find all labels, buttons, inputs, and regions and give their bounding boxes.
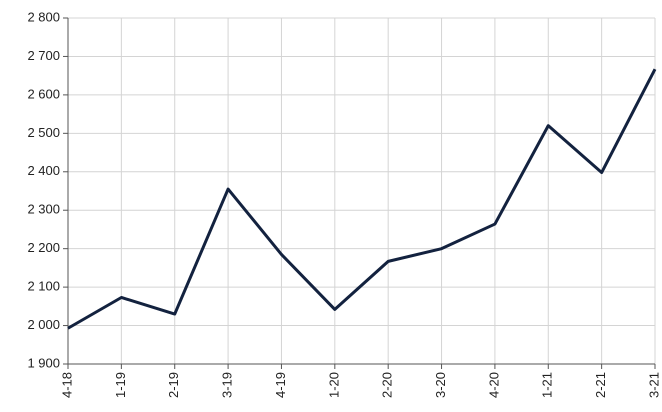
x-tick-label: 2-21 <box>593 372 608 398</box>
x-tick-label: 2-20 <box>380 372 395 398</box>
x-tick-label: 1-20 <box>326 372 341 398</box>
y-tick-label: 2 300 <box>27 202 60 217</box>
x-tick-label: 3-21 <box>646 372 661 398</box>
y-tick-label: 2 200 <box>27 240 60 255</box>
x-tick-label: 1-21 <box>540 372 555 398</box>
x-tick-label: 4-19 <box>273 372 288 398</box>
x-tick-label: 4-18 <box>59 372 74 398</box>
y-tick-label: 2 000 <box>27 317 60 332</box>
x-tick-label: 3-20 <box>433 372 448 398</box>
y-tick-label: 2 400 <box>27 163 60 178</box>
y-tick-label: 2 100 <box>27 279 60 294</box>
y-tick-label: 1 900 <box>27 355 60 370</box>
y-tick-label: 2 500 <box>27 125 60 140</box>
y-tick-label: 2 600 <box>27 86 60 101</box>
y-tick-label: 2 800 <box>27 9 60 24</box>
x-tick-label: 2-19 <box>166 372 181 398</box>
x-tick-label: 4-20 <box>486 372 501 398</box>
x-tick-label: 1-19 <box>113 372 128 398</box>
data-line <box>67 68 657 330</box>
y-tick-label: 2 700 <box>27 48 60 63</box>
x-tick-label: 3-19 <box>220 372 235 398</box>
